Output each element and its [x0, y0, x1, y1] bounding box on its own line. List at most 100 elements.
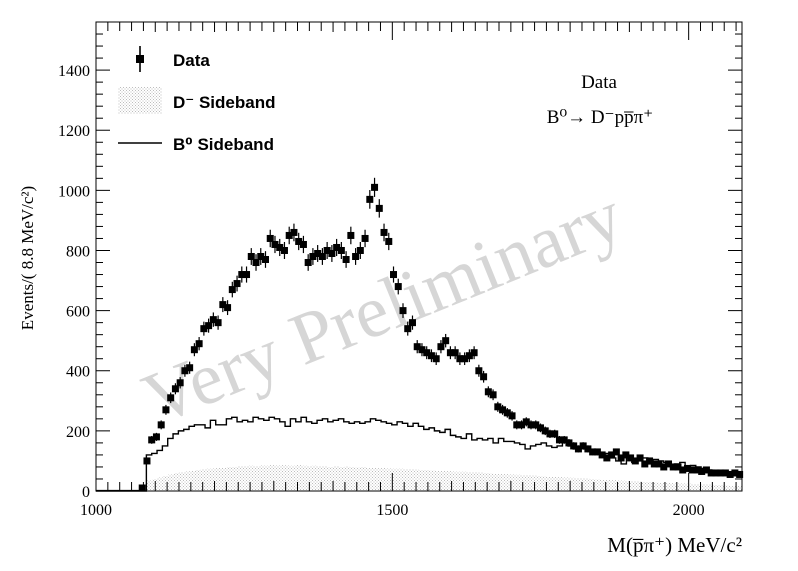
y-tick-label: 1400	[58, 63, 90, 80]
data-point	[688, 466, 696, 474]
data-point	[413, 340, 421, 354]
data-point	[669, 463, 677, 471]
data-point	[143, 457, 151, 465]
legend-data-marker	[136, 46, 144, 72]
data-point	[593, 448, 601, 456]
data-point	[271, 235, 279, 254]
y-tick-label: 1200	[58, 123, 90, 140]
data-point	[589, 448, 597, 456]
data-point	[650, 460, 658, 468]
data-point	[408, 315, 416, 330]
data-point	[295, 232, 303, 251]
data-points	[96, 177, 744, 492]
data-point	[631, 457, 639, 465]
data-point	[679, 466, 687, 474]
data-point	[655, 460, 663, 468]
data-point	[693, 466, 701, 474]
data-point	[717, 469, 725, 477]
data-point	[266, 229, 274, 248]
data-point	[489, 389, 497, 401]
data-point	[347, 226, 355, 245]
data-point	[574, 445, 582, 453]
data-point	[371, 177, 379, 197]
data-point	[721, 469, 729, 477]
data-point	[608, 451, 616, 459]
data-point	[508, 411, 516, 421]
y-axis-label: Events/( 8.8 MeV/c²)	[18, 186, 37, 330]
data-point	[385, 232, 393, 251]
data-point	[470, 346, 478, 360]
legend-label-data: Data	[173, 51, 210, 70]
data-point	[337, 241, 345, 259]
data-point	[532, 420, 540, 430]
data-point	[390, 266, 398, 283]
d-sideband-histogram	[141, 465, 742, 491]
data-point	[446, 346, 454, 360]
data-point	[181, 364, 189, 377]
data-point	[641, 460, 649, 468]
y-tick-label: 0	[82, 484, 90, 501]
data-point	[342, 251, 350, 268]
data-point	[437, 340, 445, 354]
data-point	[318, 248, 326, 265]
data-point	[513, 420, 521, 430]
data-point	[361, 229, 369, 248]
data-point	[617, 454, 625, 462]
watermark-group: Very Preliminary	[132, 175, 633, 441]
data-point	[380, 223, 388, 242]
data-point	[418, 343, 426, 357]
data-point	[171, 383, 179, 395]
data-point	[352, 248, 360, 265]
d-sideband-fill	[141, 465, 742, 491]
data-point	[442, 333, 450, 348]
data-point	[190, 343, 198, 357]
data-point	[356, 241, 364, 259]
data-point	[712, 469, 720, 477]
annotation-decay: B⁰→ D⁻pp̅π⁺	[547, 107, 653, 128]
data-point	[527, 420, 535, 430]
data-point	[148, 435, 156, 444]
data-point	[152, 432, 160, 441]
data-point	[162, 404, 170, 415]
data-point	[290, 223, 298, 242]
data-point	[674, 463, 682, 471]
data-point	[731, 469, 739, 477]
plot-frame	[95, 21, 743, 492]
data-point	[698, 467, 706, 475]
data-point	[427, 349, 435, 363]
data-point	[584, 445, 592, 453]
data-point	[665, 460, 673, 468]
x-axis-label: M(p̅π⁺) MeV/c²	[607, 533, 742, 557]
data-point	[522, 417, 530, 427]
data-point	[219, 297, 227, 313]
data-point	[304, 254, 312, 271]
data-point	[138, 484, 146, 492]
data-point	[186, 361, 194, 374]
data-point	[570, 442, 578, 450]
x-tick-label: 1500	[376, 502, 408, 519]
data-point	[157, 420, 165, 430]
data-point	[603, 454, 611, 462]
legend-label-d-sideband: D⁻ Sideband	[173, 93, 275, 112]
data-point	[205, 318, 213, 333]
data-point	[200, 321, 208, 336]
data-point	[465, 349, 473, 363]
data-point	[707, 469, 715, 477]
data-point	[598, 451, 606, 459]
data-point	[555, 435, 563, 444]
data-point	[726, 470, 734, 478]
data-point	[484, 386, 492, 398]
data-point	[243, 266, 251, 283]
data-point	[209, 312, 217, 327]
data-point	[195, 337, 203, 351]
y-tick-label: 800	[66, 243, 90, 260]
x-tick-label: 1000	[80, 502, 112, 519]
data-point	[518, 420, 526, 430]
legend-d-sideband-swatch	[118, 87, 162, 114]
data-point	[366, 190, 374, 209]
data-point	[660, 463, 668, 471]
data-point	[451, 346, 459, 360]
data-point	[423, 346, 431, 360]
data-point	[565, 439, 573, 447]
